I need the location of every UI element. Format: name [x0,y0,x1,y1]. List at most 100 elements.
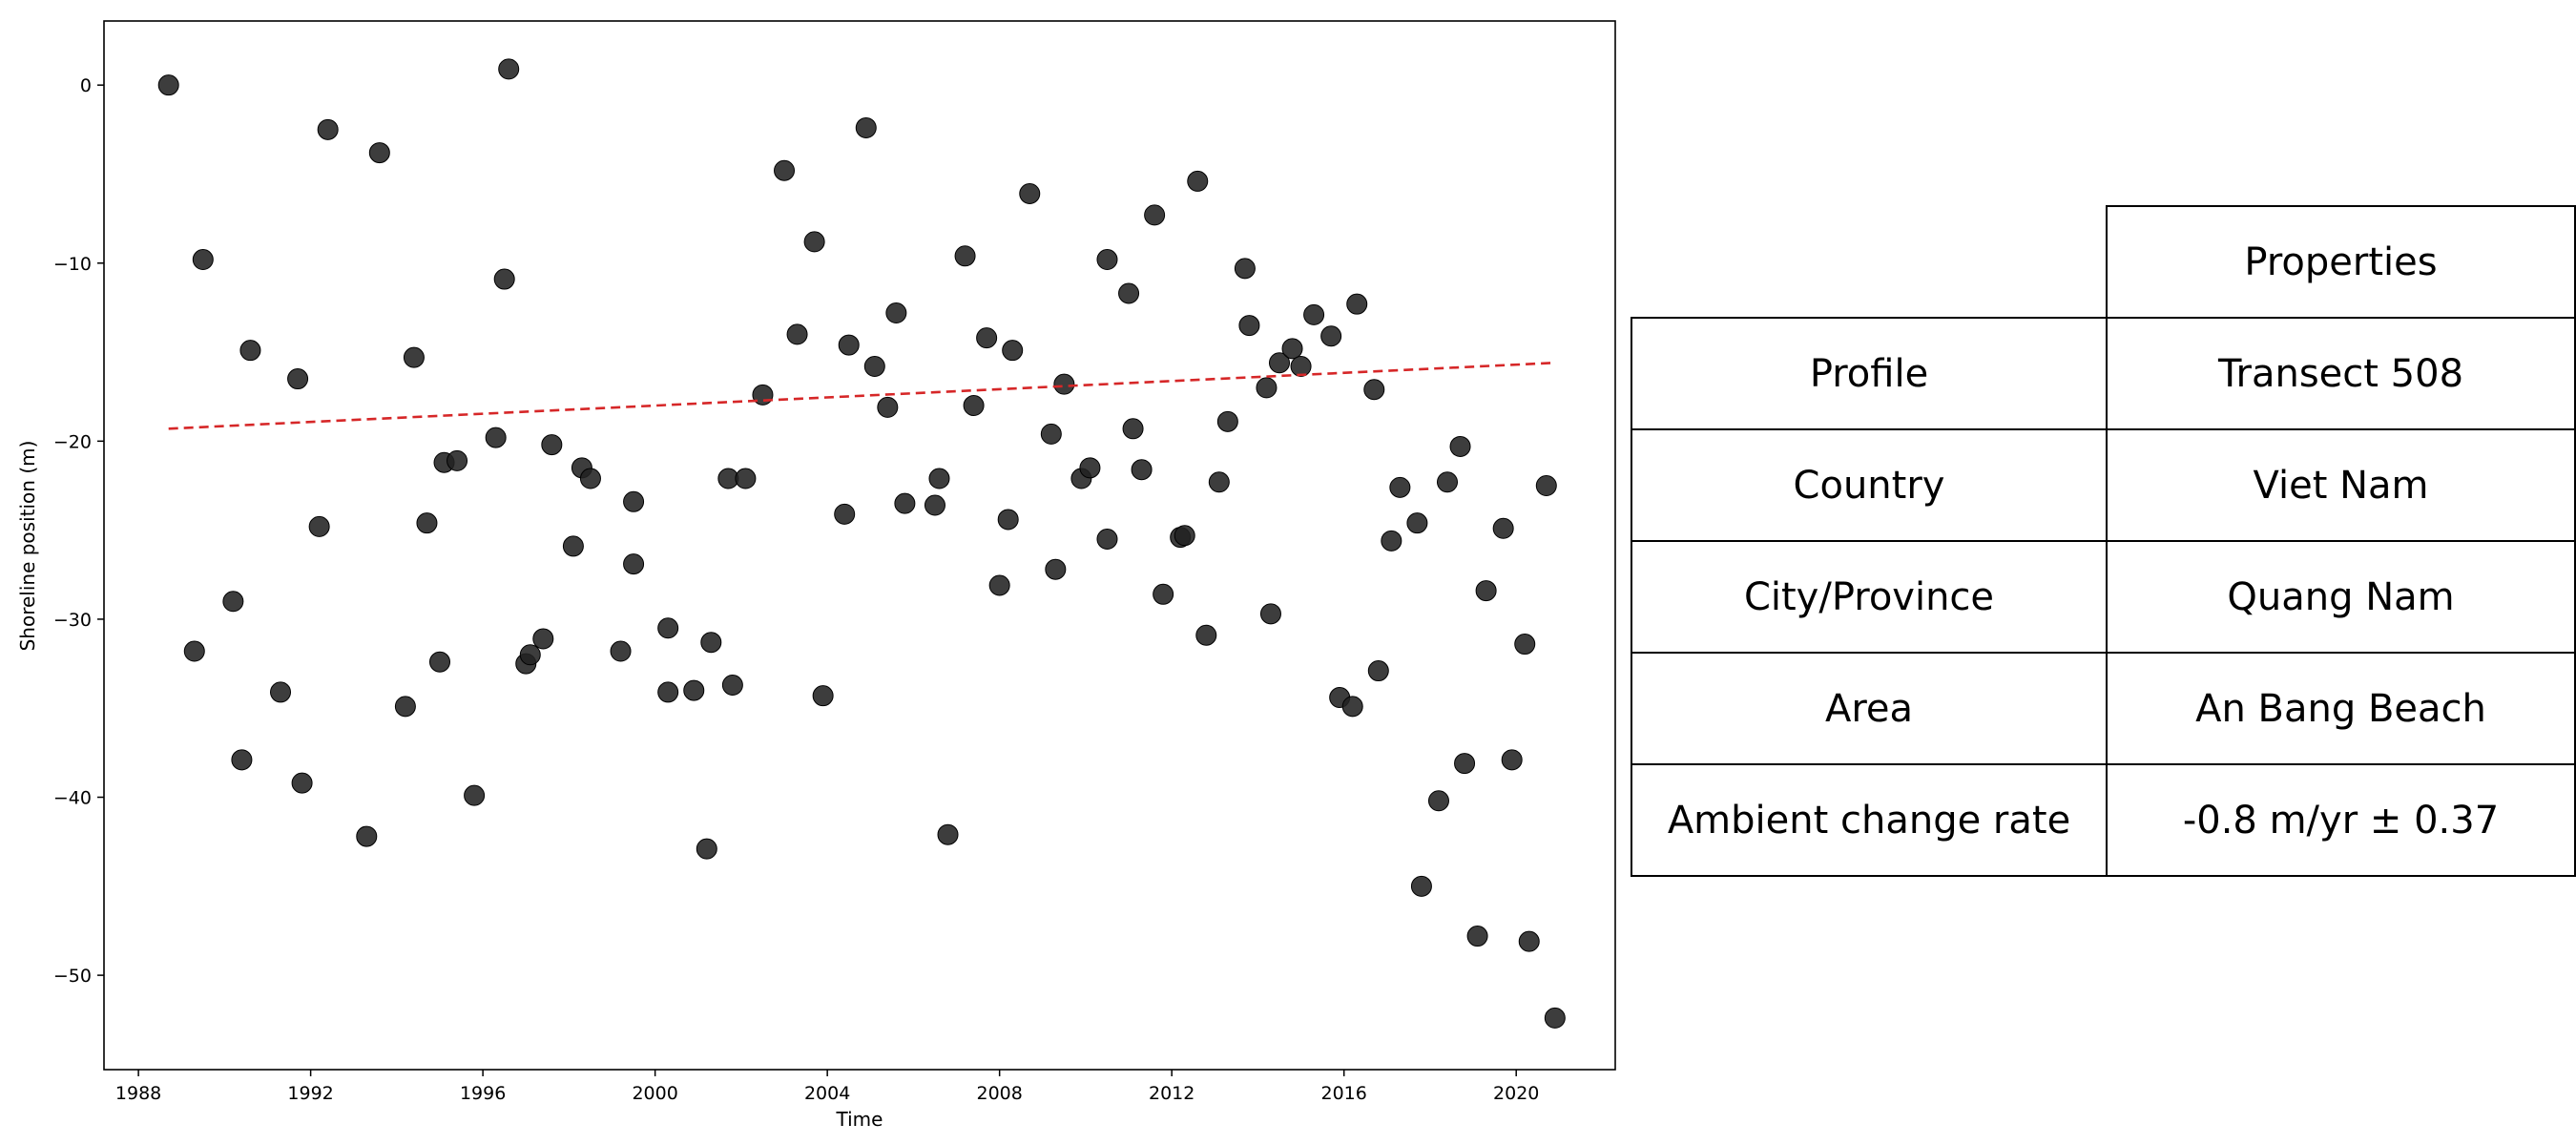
trend-line [168,361,1555,430]
data-point [863,355,885,377]
properties-table: Properties Profile Transect 508 Country … [1631,205,2576,877]
data-point [855,116,877,138]
y-tick-label: −30 [53,610,92,631]
data-point [1389,476,1411,498]
data-point [1096,249,1118,271]
data-point [157,74,179,96]
plot-area [103,20,1616,1071]
data-point [485,427,507,448]
data-point [356,825,378,847]
data-point [623,553,645,575]
row-value-country: Viet Nam [2106,428,2576,542]
y-axis-ticks: 0 −10 −20 −30 −40 −50 [53,75,104,987]
row-value-area: An Bang Beach [2106,652,2576,765]
row-value-change-rate: -0.8 m/yr ± 0.37 [2106,763,2576,877]
x-tick-label: 2008 [976,1083,1022,1104]
data-point [1208,471,1230,493]
data-point [1153,583,1174,605]
data-point [429,651,450,673]
data-point [519,644,541,666]
data-point [1256,377,1278,399]
data-point [786,323,808,345]
data-point [1118,282,1140,304]
data-point [1290,355,1312,377]
y-axis-label: Shoreline position (m) [16,441,39,652]
row-value-profile: Transect 508 [2106,317,2576,430]
data-point [885,302,907,324]
y-tick-label: −50 [53,966,92,987]
x-axis-label: Time [836,1108,883,1131]
y-tick-label: −40 [53,788,92,809]
data-point [657,617,679,639]
data-point [1269,352,1290,374]
data-point [774,159,796,181]
data-point [894,492,916,514]
data-point [1144,204,1166,226]
data-point [700,632,722,654]
x-tick-label: 2004 [804,1083,850,1104]
data-point [1131,459,1153,481]
data-point [1518,930,1540,952]
data-point [1406,512,1428,534]
data-point [1259,603,1281,625]
row-label-profile: Profile [1631,317,2108,430]
data-point [222,591,244,613]
data-point [1492,517,1514,539]
data-point [493,268,515,290]
data-point [812,685,834,707]
data-point [239,340,261,362]
data-point [937,823,959,845]
data-point [562,535,584,557]
data-point [579,468,601,489]
table-header-row: Properties [1631,205,2576,319]
data-point [1454,753,1476,775]
data-point [997,509,1019,531]
data-point [1341,696,1363,718]
x-tick-label: 1992 [287,1083,333,1104]
y-tick-label: −10 [53,254,92,275]
data-point [1363,379,1385,401]
row-label-city: City/Province [1631,540,2108,654]
empty-header-cell [1631,206,2108,319]
x-tick-label: 2016 [1321,1083,1367,1104]
data-point [1501,749,1523,771]
table-row-profile: Profile Transect 508 [1631,317,2576,430]
data-point [1122,418,1144,440]
x-tick-label: 2000 [632,1083,677,1104]
table-row-change-rate: Ambient change rate -0.8 m/yr ± 0.37 [1631,763,2576,877]
table-row-city: City/Province Quang Nam [1631,540,2576,654]
data-point [317,118,339,140]
data-point [1045,558,1067,580]
row-label-country: Country [1631,428,2108,542]
data-point [834,503,856,525]
data-point [610,640,632,662]
data-point [1053,373,1075,395]
data-point [1096,528,1118,550]
data-point [1544,1007,1566,1029]
x-tick-label: 1988 [115,1083,161,1104]
data-point [928,468,950,489]
data-point [1466,926,1488,947]
x-tick-label: 2012 [1149,1083,1195,1104]
data-point [368,142,390,164]
data-point [270,681,292,703]
x-tick-label: 2020 [1493,1083,1539,1104]
data-point [838,334,860,356]
data-point [1514,634,1536,656]
data-point [657,681,679,703]
data-point [403,346,425,368]
data-point [1449,435,1471,457]
row-value-city: Quang Nam [2106,540,2576,654]
data-point [1079,457,1101,479]
row-label-change-rate: Ambient change rate [1631,763,2108,877]
data-point [183,640,205,662]
data-point [696,838,717,860]
table-row-country: Country Viet Nam [1631,428,2576,542]
row-label-area: Area [1631,652,2108,765]
data-point [1303,303,1325,325]
data-point [1174,525,1195,547]
data-point [1195,624,1217,646]
x-axis-ticks: 1988 1992 1996 2000 2004 2008 2012 2016 2020 [115,1070,1539,1104]
data-point [1320,325,1342,347]
data-point [1216,410,1238,432]
